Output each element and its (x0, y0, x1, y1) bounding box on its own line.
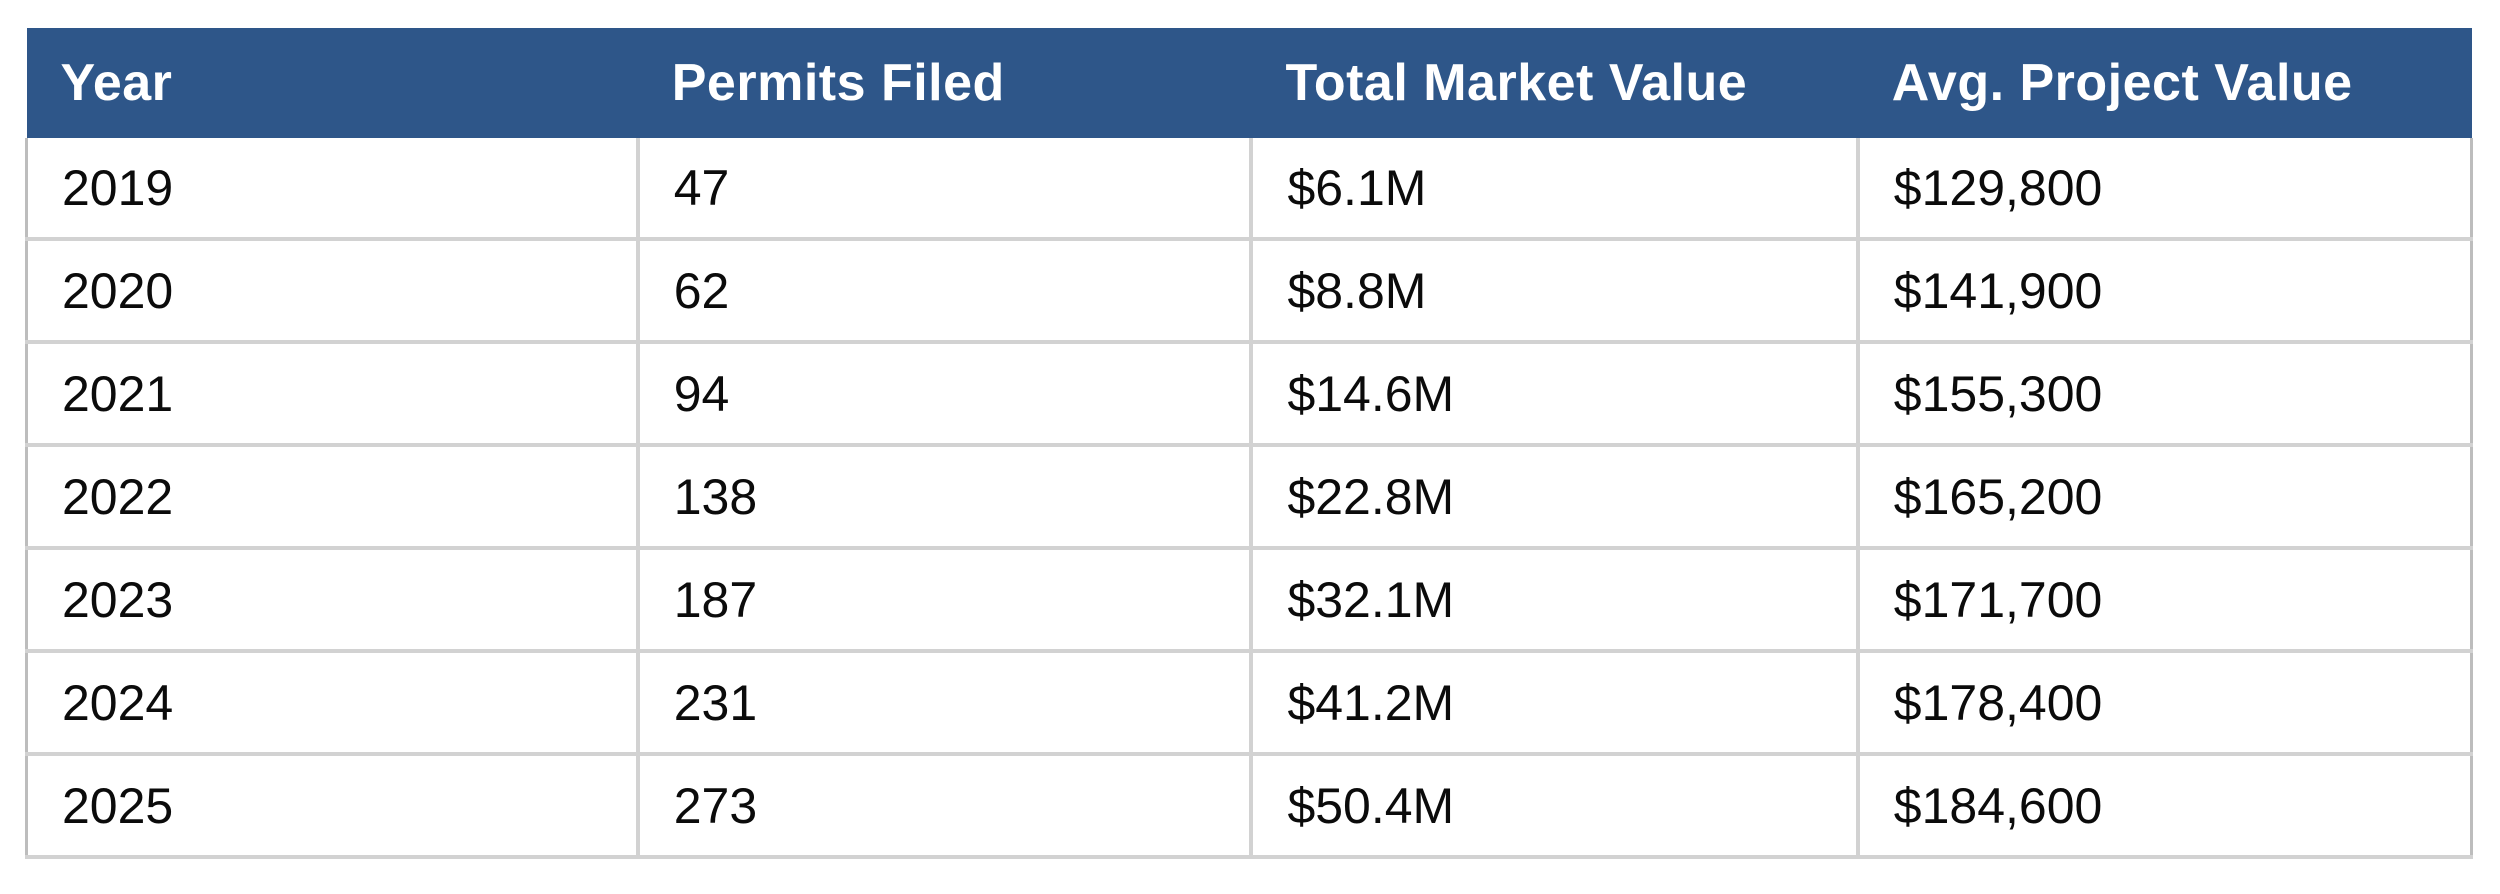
column-header-avg-project-value: Avg. Project Value (1857, 28, 2472, 138)
cell-permits: 138 (635, 443, 1252, 548)
column-header-year: Year (26, 28, 638, 138)
cell-permits: 231 (635, 649, 1252, 754)
table-row: 2023 187 $32.1M $171,700 (24, 546, 2473, 651)
cell-avg-value: $155,300 (1855, 340, 2473, 445)
cell-avg-value: $129,800 (1855, 138, 2473, 239)
cell-year: 2022 (24, 443, 638, 548)
cell-avg-value: $141,900 (1855, 237, 2473, 342)
table-header: Year Permits Filed Total Market Value Av… (26, 28, 2472, 138)
cell-market-value: $50.4M (1249, 752, 1858, 859)
header-row: Year Permits Filed Total Market Value Av… (26, 28, 2472, 138)
cell-avg-value: $184,600 (1855, 752, 2473, 859)
permits-table: Year Permits Filed Total Market Value Av… (24, 28, 2473, 859)
table-row: 2022 138 $22.8M $165,200 (24, 443, 2473, 548)
cell-year: 2020 (24, 237, 638, 342)
cell-avg-value: $165,200 (1855, 443, 2473, 548)
cell-permits: 62 (635, 237, 1252, 342)
cell-year: 2025 (24, 752, 638, 859)
cell-market-value: $22.8M (1249, 443, 1858, 548)
cell-avg-value: $178,400 (1855, 649, 2473, 754)
cell-market-value: $32.1M (1249, 546, 1858, 651)
cell-avg-value: $171,700 (1855, 546, 2473, 651)
table-row: 2025 273 $50.4M $184,600 (24, 752, 2473, 859)
cell-year: 2024 (24, 649, 638, 754)
cell-permits: 94 (635, 340, 1252, 445)
table-row: 2021 94 $14.6M $155,300 (24, 340, 2473, 445)
cell-market-value: $8.8M (1249, 237, 1858, 342)
cell-market-value: $6.1M (1249, 138, 1858, 239)
cell-permits: 47 (635, 138, 1252, 239)
cell-year: 2019 (24, 138, 638, 239)
cell-permits: 187 (635, 546, 1252, 651)
permits-table-container: Year Permits Filed Total Market Value Av… (24, 28, 2473, 859)
column-header-permits-filed: Permits Filed (637, 28, 1252, 138)
cell-market-value: $41.2M (1249, 649, 1858, 754)
table-row: 2024 231 $41.2M $178,400 (24, 649, 2473, 754)
table-body: 2019 47 $6.1M $129,800 2020 62 $8.8M $14… (24, 138, 2473, 859)
column-header-total-market-value: Total Market Value (1251, 28, 1858, 138)
cell-year: 2021 (24, 340, 638, 445)
cell-permits: 273 (635, 752, 1252, 859)
cell-year: 2023 (24, 546, 638, 651)
table-row: 2019 47 $6.1M $129,800 (24, 138, 2473, 239)
cell-market-value: $14.6M (1249, 340, 1858, 445)
table-row: 2020 62 $8.8M $141,900 (24, 237, 2473, 342)
